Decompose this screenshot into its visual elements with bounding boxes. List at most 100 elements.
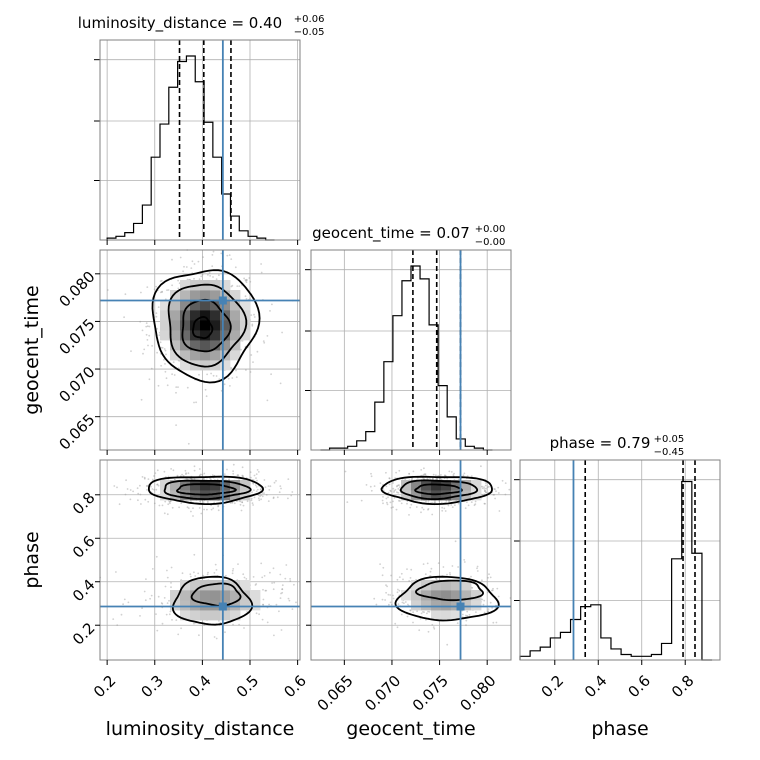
scatter-point [246,500,249,503]
density-cell [170,300,181,311]
panel-luminosity_distance-phase-frame [99,459,301,661]
scatter-point [231,572,234,575]
scatter-point [438,500,441,502]
scatter-point [163,348,166,350]
scatter-point [386,585,388,588]
density-cell [210,330,221,341]
scatter-point [201,273,204,276]
density-cell [220,330,231,341]
scatter-point [165,613,168,616]
scatter-point [239,503,242,506]
scatter-point [398,576,401,578]
x-tick-label: 0.080 [456,672,499,715]
scatter-point [249,371,252,373]
scatter-point [140,503,142,505]
scatter-point [467,504,470,507]
scatter-point [463,561,466,563]
scatter-point [141,476,144,478]
hist-step-geocent_time [320,265,493,451]
scatter-point [435,578,438,581]
scatter-point [236,474,239,477]
density-cell [190,610,201,621]
scatter-point [426,478,429,480]
density-cell [180,330,191,341]
title-plus: +0.05 [654,434,685,445]
scatter-point [279,485,282,487]
density-cell [230,590,241,601]
density-cell [220,490,231,501]
density-cell [170,320,181,331]
scatter-point [210,478,212,481]
scatter-point [273,634,275,637]
scatter-point [486,486,489,489]
scatter-point [397,488,400,490]
scatter-point [501,479,504,482]
scatter-point [261,495,264,498]
scatter-point [161,346,164,349]
scatter-point [243,576,246,579]
density-cell [431,610,442,621]
scatter-point [180,502,183,505]
scatter-point [190,510,192,513]
scatter-point [494,497,496,500]
scatter-point [423,467,425,470]
scatter-point [156,469,159,472]
density-cell [180,360,191,371]
contour-line [176,483,237,496]
scatter-point [268,603,270,606]
density-cell [471,480,482,491]
scatter-point [153,475,155,477]
scatter-point [113,485,116,487]
scatter-point [504,482,507,484]
scatter-point [494,488,496,491]
scatter-point [212,507,215,510]
scatter-point [163,358,165,361]
hist-bar [213,157,222,240]
scatter-point [483,502,486,505]
scatter-point [389,601,392,604]
x-axis-label-phase: phase [591,718,648,740]
scatter-point [381,574,384,577]
scatter-point [154,472,157,474]
scatter-point [203,472,206,475]
density-cell [210,590,221,601]
scatter-point [393,497,396,499]
scatter-point [260,494,263,497]
scatter-point [255,612,258,615]
scatter-point [369,485,372,488]
scatter-point [406,568,408,570]
scatter-point [177,386,179,388]
scatter-point [263,341,266,344]
scatter-point [203,624,206,626]
scatter-point [425,500,427,503]
scatter-point [439,478,442,480]
title-minus: −0.05 [294,27,325,38]
scatter-point [492,493,495,496]
scatter-point [185,472,188,475]
title-minus: −0.00 [475,237,506,248]
scatter-point [151,488,154,490]
scatter-point [489,601,492,604]
density-cell [200,340,211,351]
scatter-point [418,629,421,632]
labels-group: luminosity_distance = 0.40 +0.06 −0.05 geoc… [21,14,698,740]
scatter-point [232,472,235,475]
scatter-point [216,478,219,481]
scatter-point [432,473,435,476]
density-cell [210,310,221,321]
truth-marker [456,602,465,611]
scatter-point [195,401,198,404]
scatter-point [285,564,288,566]
scatter-point [213,501,216,504]
scatter-point [130,350,132,352]
scatter-point [481,493,483,496]
scatter-point [260,271,263,274]
scatter-point [125,479,127,482]
density-cell [190,290,201,301]
scatter-point [291,608,294,610]
scatter-point [156,483,159,486]
density-cell [220,590,231,601]
density-cell [220,480,231,491]
scatter-point [198,278,201,280]
scatter-point [382,502,384,505]
